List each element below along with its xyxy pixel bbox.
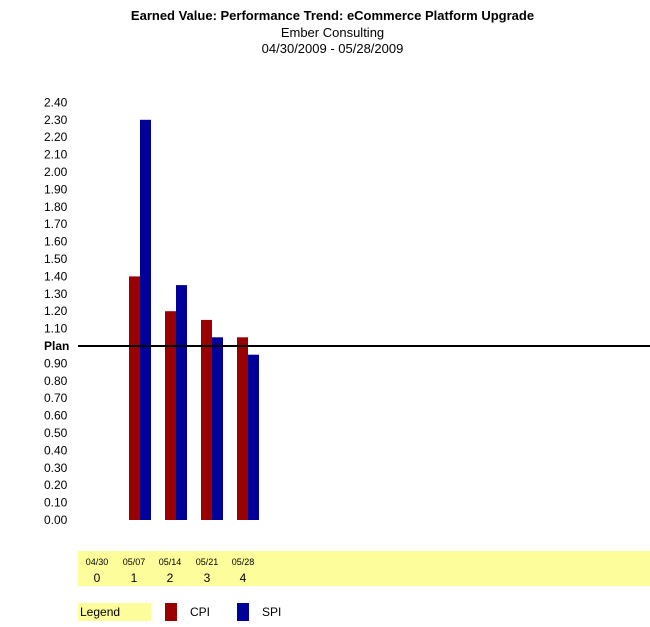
x-category-label: 3 bbox=[204, 571, 211, 585]
chart-title: Earned Value: Performance Trend: eCommer… bbox=[130, 8, 535, 23]
y-tick-label: 1.30 bbox=[44, 287, 68, 301]
y-tick-label: 0.40 bbox=[44, 443, 68, 457]
bar-spi-3 bbox=[212, 337, 223, 520]
x-date-label: 05/07 bbox=[123, 557, 146, 567]
y-tick-label: 1.40 bbox=[44, 269, 68, 283]
bar-spi-2 bbox=[176, 285, 187, 520]
x-category-label: 4 bbox=[240, 571, 247, 585]
y-tick-label: 1.70 bbox=[44, 217, 68, 231]
y-tick-label: 2.10 bbox=[44, 148, 68, 162]
y-tick-label: 0.80 bbox=[44, 374, 68, 388]
legend-text-cpi: CPI bbox=[190, 605, 211, 619]
x-date-label: 04/30 bbox=[86, 557, 109, 567]
bar-cpi-1 bbox=[129, 276, 140, 520]
bar-spi-4 bbox=[248, 354, 259, 520]
y-tick-label: 0.90 bbox=[44, 356, 68, 370]
y-tick-label: 2.20 bbox=[44, 130, 68, 144]
legend-box bbox=[78, 603, 151, 621]
x-axis-band bbox=[78, 551, 650, 586]
x-category-label: 1 bbox=[131, 571, 138, 585]
y-tick-label: 0.60 bbox=[44, 409, 68, 423]
x-date-label: 05/14 bbox=[159, 557, 182, 567]
y-tick-label: 2.40 bbox=[44, 95, 68, 109]
x-date-label: 05/21 bbox=[196, 557, 219, 567]
y-tick-label: 1.90 bbox=[44, 182, 68, 196]
y-tick-label: 0.30 bbox=[44, 461, 68, 475]
y-tick-label: 1.10 bbox=[44, 322, 68, 336]
x-category-label: 2 bbox=[167, 571, 174, 585]
y-tick-label: 0.10 bbox=[44, 496, 68, 510]
bar-cpi-4 bbox=[237, 337, 248, 520]
chart-subtitle: Ember Consulting bbox=[280, 25, 385, 40]
y-tick-label: 0.20 bbox=[44, 478, 68, 492]
y-tick-label: 1.80 bbox=[44, 200, 68, 214]
y-tick-label: 2.30 bbox=[44, 113, 68, 127]
y-tick-label: 1.60 bbox=[44, 235, 68, 249]
legend-text-spi: SPI bbox=[262, 605, 282, 619]
bar-spi-1 bbox=[140, 119, 151, 521]
bar-cpi-3 bbox=[201, 319, 212, 520]
y-tick-label: 0.70 bbox=[44, 391, 68, 405]
x-date-label: 05/28 bbox=[232, 557, 255, 567]
plan-label: Plan bbox=[44, 339, 69, 353]
y-tick-label: 0.00 bbox=[44, 513, 68, 527]
legend-swatch-spi bbox=[237, 603, 249, 621]
legend-swatch-cpi bbox=[165, 603, 177, 621]
y-tick-label: 1.20 bbox=[44, 304, 68, 318]
bar-cpi-2 bbox=[165, 311, 176, 520]
x-category-label: 0 bbox=[94, 571, 101, 585]
legend-label: Legend bbox=[80, 605, 121, 619]
y-tick-label: 2.00 bbox=[44, 165, 68, 179]
y-tick-label: 0.50 bbox=[44, 426, 68, 440]
chart-date-range: 04/30/2009 - 05/28/2009 bbox=[261, 41, 404, 56]
y-tick-label: 1.50 bbox=[44, 252, 68, 266]
